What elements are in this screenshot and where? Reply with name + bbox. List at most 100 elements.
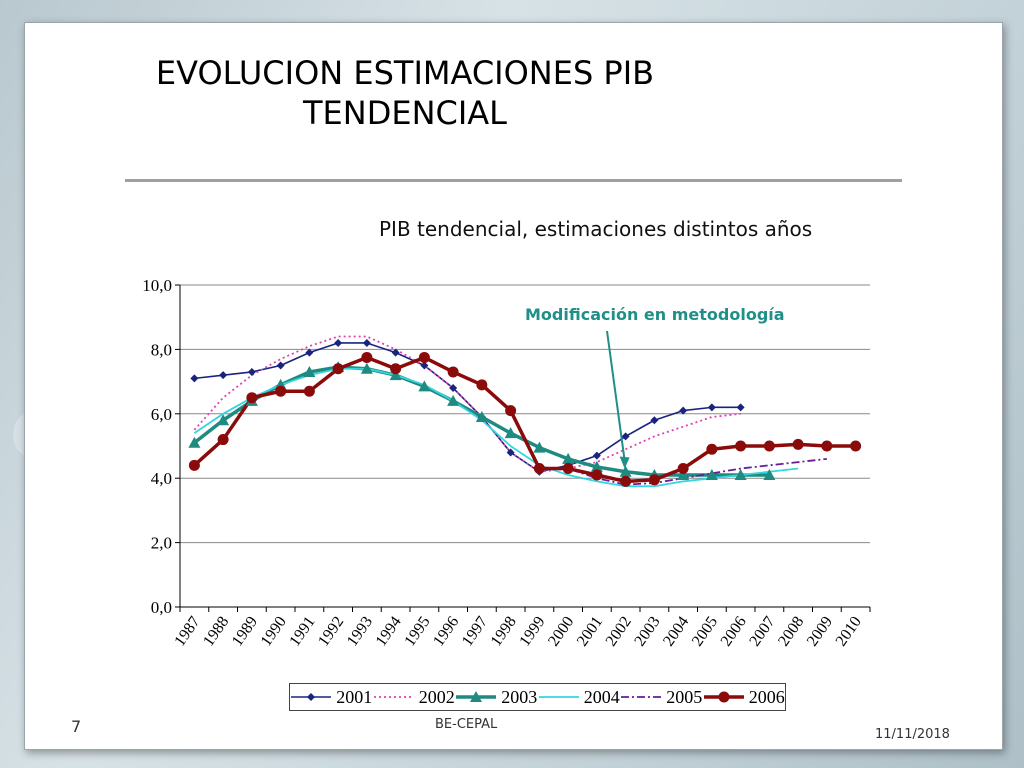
legend-label: 2001 [336, 686, 373, 707]
data-point [650, 416, 659, 425]
data-point [475, 411, 488, 423]
slide: EVOLUCION ESTIMACIONES PIB TENDENCIAL PI… [24, 22, 1003, 750]
data-point [763, 440, 775, 452]
data-point [707, 403, 716, 412]
data-point [362, 338, 371, 347]
data-point [390, 363, 402, 375]
x-tick-label: 2005 [689, 614, 721, 650]
legend-item-2006: 2006 [703, 687, 785, 708]
data-point [275, 385, 287, 397]
title-line-1: EVOLUCION ESTIMACIONES PIB [155, 54, 655, 92]
x-tick-label: 1993 [344, 614, 376, 650]
data-point [735, 440, 747, 452]
chart-legend: 2001 2002 2003 2004 2005 2006 [289, 683, 786, 711]
x-tick-label: 1997 [459, 614, 491, 650]
data-point [677, 463, 689, 475]
data-point [736, 403, 745, 412]
x-tick-label: 2002 [603, 614, 635, 650]
x-tick-label: 1995 [401, 614, 433, 650]
x-tick-label: 1987 [171, 614, 203, 650]
data-point [850, 440, 862, 452]
x-tick-label: 1999 [516, 614, 548, 650]
data-point [420, 361, 429, 370]
x-tick-label: 2003 [631, 614, 663, 650]
y-tick-label: 10,0 [142, 276, 172, 295]
x-tick-label: 1992 [315, 614, 347, 650]
footer-date: 11/11/2018 [875, 727, 950, 742]
data-point [389, 369, 402, 381]
legend-item-2001: 2001 [290, 687, 372, 708]
x-tick-label: 2004 [660, 614, 692, 650]
data-point [504, 427, 517, 439]
legend-item-2004: 2004 [538, 687, 620, 708]
data-point [247, 367, 256, 376]
data-point [332, 363, 344, 375]
data-point [533, 441, 546, 453]
legend-label: 2002 [418, 686, 455, 707]
data-point [648, 474, 660, 486]
legend-swatch [703, 691, 744, 703]
legend-item-2003: 2003 [455, 687, 537, 708]
data-point [217, 434, 229, 446]
legend-swatch [373, 696, 414, 698]
data-point [391, 348, 400, 357]
x-tick-label: 1996 [430, 614, 462, 650]
data-point [621, 432, 630, 441]
data-point [418, 380, 431, 392]
x-tick-label: 2000 [545, 614, 577, 650]
data-point [505, 405, 517, 417]
data-point [705, 468, 718, 480]
data-point [677, 468, 690, 480]
y-tick-label: 6,0 [151, 405, 172, 424]
legend-item-2002: 2002 [373, 687, 455, 708]
data-point [246, 392, 258, 404]
data-point [620, 475, 632, 487]
series-line-2004 [193, 367, 799, 488]
x-tick-label: 2008 [775, 614, 807, 650]
data-point [562, 452, 575, 464]
data-point [190, 374, 199, 383]
x-tick-label: 1991 [286, 614, 318, 650]
chart-subtitle: PIB tendencial, estimaciones distintos a… [379, 217, 813, 241]
data-point [303, 365, 316, 377]
data-point [447, 366, 459, 378]
data-point [276, 361, 285, 370]
annotation-arrow [606, 330, 626, 461]
footer-label: BE-CEPAL [435, 717, 498, 732]
y-tick-label: 2,0 [151, 534, 172, 553]
data-point [734, 468, 747, 480]
y-tick-label: 4,0 [151, 469, 172, 488]
title-line-2: TENDENCIAL [303, 94, 507, 132]
x-tick-label: 1990 [258, 614, 290, 650]
x-tick-label: 2010 [833, 614, 865, 650]
legend-swatch [538, 696, 579, 698]
x-tick-label: 1989 [229, 614, 261, 650]
x-tick-label: 2009 [804, 614, 836, 650]
legend-label: 2003 [501, 686, 538, 707]
y-tick-label: 0,0 [151, 598, 172, 617]
data-point [217, 414, 230, 426]
legend-swatch [456, 691, 497, 702]
data-point [562, 463, 574, 475]
x-tick-label: 2006 [718, 614, 750, 650]
x-tick-label: 1988 [200, 614, 232, 650]
x-tick-label: 1998 [488, 614, 520, 650]
slide-number: 7 [71, 717, 82, 736]
data-point [592, 451, 601, 460]
x-tick-label: 2001 [574, 614, 606, 650]
legend-label: 2006 [748, 686, 785, 707]
data-point [447, 394, 460, 406]
series-line-2002 [193, 335, 741, 473]
legend-swatch [291, 693, 332, 701]
data-point [591, 469, 603, 481]
data-point [361, 351, 373, 363]
legend-item-2005: 2005 [620, 687, 702, 708]
data-point [303, 385, 315, 397]
data-point [679, 406, 688, 415]
data-point [476, 379, 488, 391]
x-tick-label: 2007 [746, 614, 778, 650]
data-point [821, 440, 833, 452]
series-line-2001 [194, 342, 741, 473]
data-point [792, 438, 804, 450]
y-tick-label: 8,0 [151, 340, 172, 359]
